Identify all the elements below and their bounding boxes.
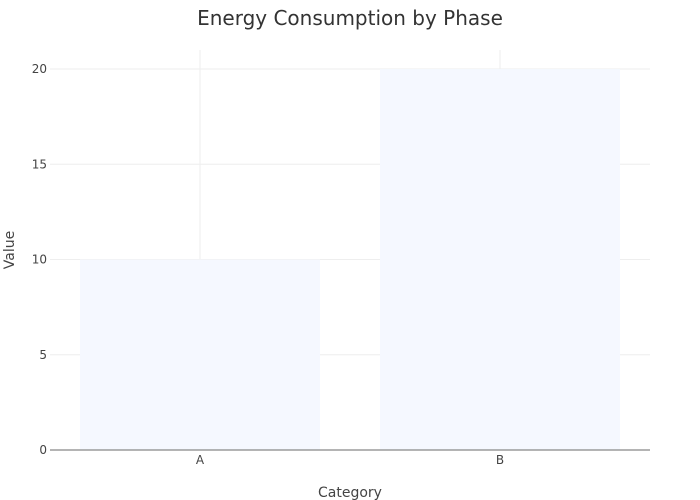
y-tick-label: 0 [39,443,47,457]
y-tick-label: 15 [32,157,47,171]
x-axis-title: Category [318,485,382,500]
bars-layer [80,69,620,451]
x-tick-label: A [196,453,205,467]
y-tick-labels: 0 5 10 15 20 [32,62,47,457]
bar-a[interactable] [80,259,320,450]
bar-b[interactable] [380,69,620,451]
y-tick-label: 10 [32,253,47,267]
x-tick-label: B [496,453,504,467]
y-tick-label: 5 [39,348,47,362]
y-tick-label: 20 [32,62,47,76]
chart-title: Energy Consumption by Phase [197,6,503,30]
y-axis-title: Value [2,231,18,269]
